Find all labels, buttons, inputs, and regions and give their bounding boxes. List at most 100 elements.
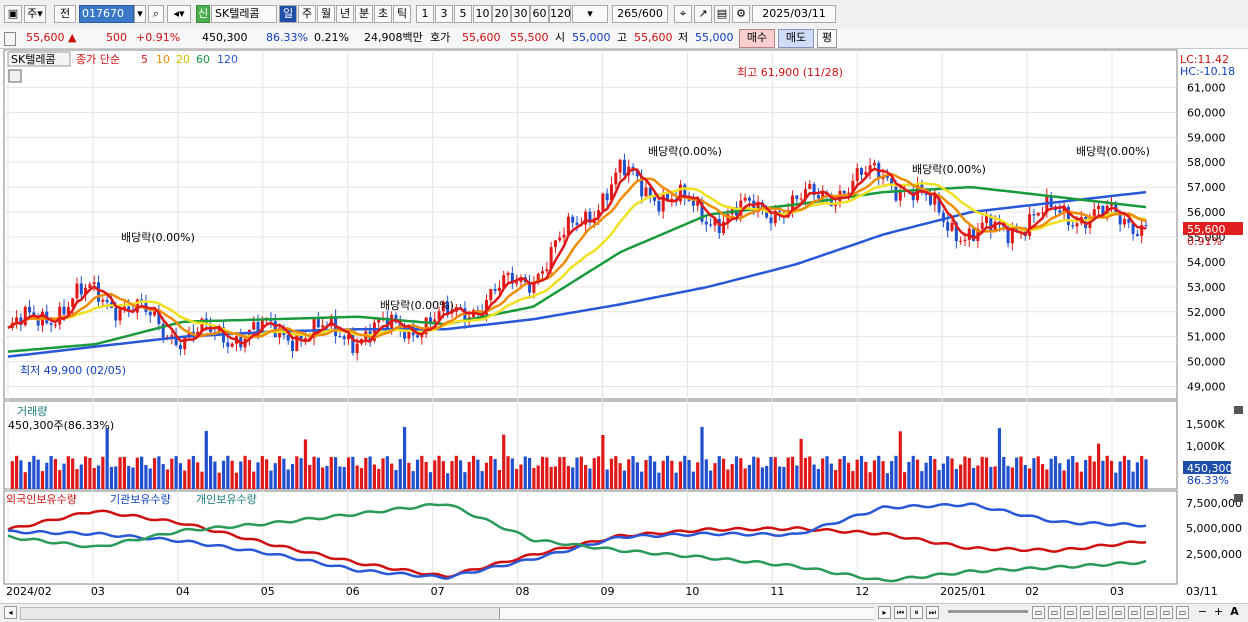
interval-tab[interactable]: 5 xyxy=(454,5,472,23)
volume-bar xyxy=(605,469,609,489)
x-axis-label: 12 xyxy=(855,585,869,598)
table-icon[interactable] xyxy=(8,69,22,83)
pause-button[interactable]: ⏸ xyxy=(910,606,923,619)
market-select[interactable]: 주▾ xyxy=(24,5,46,23)
x-axis-label: 03 xyxy=(1110,585,1124,598)
interval-tab[interactable]: 3 xyxy=(435,5,453,23)
volume-bar xyxy=(390,463,394,489)
volume-bar xyxy=(592,458,596,489)
volume-bar xyxy=(368,456,372,489)
save-icon[interactable]: ▤ xyxy=(714,5,730,23)
candle-body xyxy=(980,222,984,229)
volume-bar xyxy=(1131,471,1135,489)
chart-type-icon[interactable]: ▭ xyxy=(1160,606,1173,619)
candle-body xyxy=(773,211,777,224)
buy-button[interactable]: 매수 xyxy=(739,29,775,48)
period-tab[interactable]: 틱 xyxy=(393,5,411,23)
bid-price: 55,500 xyxy=(510,31,549,44)
candle-body xyxy=(1144,225,1148,227)
count-field[interactable]: 265/600 xyxy=(612,5,668,23)
chart-type-icon[interactable]: ▭ xyxy=(1064,606,1077,619)
volume-bar xyxy=(678,461,683,489)
scrollbar-track[interactable] xyxy=(20,607,874,620)
volume-bar xyxy=(351,456,355,489)
candle-body xyxy=(506,272,510,276)
date-field[interactable]: 2025/03/11 xyxy=(752,5,836,23)
interval-tab[interactable]: 120 xyxy=(549,5,571,23)
chart-type-icon[interactable]: ▭ xyxy=(1080,606,1093,619)
zoom-in-icon[interactable]: + xyxy=(1213,605,1224,618)
sell-button[interactable]: 매도 xyxy=(778,29,814,48)
volume-bar xyxy=(657,472,661,489)
volume-bar xyxy=(709,470,713,489)
last-page-button[interactable]: ⏭ xyxy=(926,606,939,619)
search-icon[interactable]: ⌕ xyxy=(148,5,164,23)
period-tab[interactable]: 초 xyxy=(374,5,392,23)
first-page-button[interactable]: ⏮ xyxy=(894,606,907,619)
font-size-icon[interactable]: A xyxy=(1230,605,1239,618)
scrollbar-thumb[interactable] xyxy=(499,608,874,619)
volume-bar xyxy=(777,466,782,489)
volume-bar xyxy=(407,462,411,489)
interval-input[interactable]: ▾ xyxy=(572,5,608,23)
chart-type-icon[interactable]: ▭ xyxy=(1128,606,1141,619)
last-volume-pct: 86.33% xyxy=(1187,474,1229,487)
volume-bar xyxy=(566,465,570,489)
price-y-tick: 51,000 xyxy=(1187,331,1226,344)
period-tab[interactable]: 일 xyxy=(279,5,297,23)
price-y-tick: 54,000 xyxy=(1187,256,1226,269)
period-tab[interactable]: 주 xyxy=(298,5,316,23)
interval-tab[interactable]: 60 xyxy=(530,5,549,23)
volume-bar xyxy=(1140,455,1144,489)
crosshair-icon[interactable]: ⌖ xyxy=(674,5,692,23)
period-tab[interactable]: 월 xyxy=(317,5,335,23)
prev-button[interactable]: 전 xyxy=(54,5,76,23)
chart-type-icon[interactable]: ▭ xyxy=(1048,606,1061,619)
interval-tab[interactable]: 10 xyxy=(473,5,492,23)
bottom-bar: ◂ ▸ ⏮ ⏸ ⏭ ▭ ▭ ▭ ▭ ▭ ▭ ▭ ▭ ▭ ▭ − + A xyxy=(0,603,1248,622)
candle-body xyxy=(920,184,924,190)
eval-button[interactable]: 평 xyxy=(817,29,837,48)
code-dropdown-icon[interactable]: ▾ xyxy=(134,5,146,23)
scroll-left-button[interactable]: ◂ xyxy=(4,606,17,619)
close-icon[interactable] xyxy=(1234,406,1243,414)
stock-name-field[interactable]: SK텔레콤 xyxy=(211,5,277,23)
chart-type-icon[interactable]: ▭ xyxy=(1096,606,1109,619)
chart-type-icon[interactable]: ▭ xyxy=(1112,606,1125,619)
chart-type-icon[interactable]: ▭ xyxy=(1176,606,1189,619)
zoom-out-icon[interactable]: − xyxy=(1197,605,1208,618)
candle-body xyxy=(1006,226,1010,244)
volume-bar xyxy=(1122,455,1127,489)
period-tab[interactable]: 분 xyxy=(355,5,373,23)
expand-icon[interactable] xyxy=(4,32,16,46)
chart-type-icon[interactable]: ▭ xyxy=(1032,606,1045,619)
high-annotation: 최고 61,900 (11/28) xyxy=(737,66,843,79)
layout-icon[interactable]: ▣ xyxy=(4,5,22,23)
volume-bar xyxy=(10,461,14,489)
draw-icon[interactable]: ↗ xyxy=(694,5,712,23)
stock-code-input[interactable]: 017670 xyxy=(79,5,134,23)
gear-icon[interactable]: ⚙ xyxy=(732,5,750,23)
volume-bar xyxy=(903,472,907,489)
candle-body xyxy=(428,317,432,324)
volume-bar xyxy=(1058,463,1062,489)
speaker-icon[interactable]: ◂▾ xyxy=(167,5,191,23)
volume-bar xyxy=(299,458,303,489)
volume-bar xyxy=(471,455,476,489)
volume-bar xyxy=(394,470,398,489)
chart-type-icon[interactable]: ▭ xyxy=(1144,606,1157,619)
volume-bar xyxy=(1045,469,1049,489)
ma20-line xyxy=(7,182,1147,338)
candle-body xyxy=(118,309,122,321)
interval-tab[interactable]: 30 xyxy=(511,5,530,23)
interval-tab[interactable]: 20 xyxy=(492,5,511,23)
interval-tab[interactable]: 1 xyxy=(416,5,434,23)
volume-bar xyxy=(1019,456,1023,489)
volume-bar xyxy=(1002,456,1006,489)
close-icon[interactable] xyxy=(1234,494,1243,502)
period-tab[interactable]: 년 xyxy=(336,5,354,23)
scroll-right-button[interactable]: ▸ xyxy=(878,606,891,619)
candle-body xyxy=(898,191,902,201)
volume-bar xyxy=(1088,455,1092,489)
zoom-slider[interactable] xyxy=(948,610,1028,613)
